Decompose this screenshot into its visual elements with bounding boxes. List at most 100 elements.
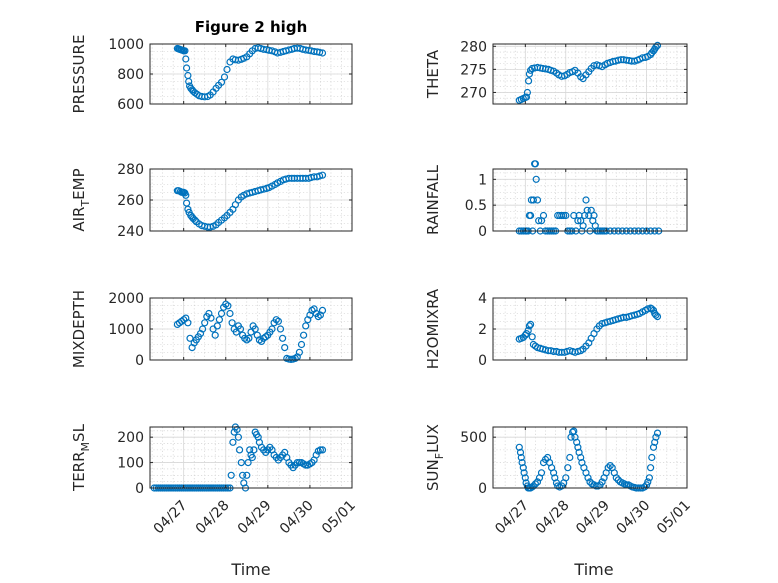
data-point xyxy=(640,483,649,491)
data-point xyxy=(521,474,529,482)
data-point xyxy=(312,451,320,459)
data-point xyxy=(245,334,253,342)
data-point xyxy=(184,71,192,80)
subplot-theta: 270 275 280 THETA xyxy=(424,39,688,105)
data-point xyxy=(237,459,245,467)
data-point xyxy=(191,216,199,224)
y-tick-label: 4 xyxy=(478,291,487,307)
data-point xyxy=(541,346,550,354)
data-point xyxy=(652,311,660,319)
data-point xyxy=(562,474,570,482)
data-point xyxy=(531,160,540,168)
data-point xyxy=(316,446,324,454)
data-point xyxy=(653,429,662,437)
data-point xyxy=(302,461,310,469)
data-point xyxy=(558,348,566,356)
data-point xyxy=(590,211,598,220)
y-tick-label: 240 xyxy=(117,224,144,240)
data-point xyxy=(535,217,543,225)
data-point xyxy=(243,471,251,479)
series-mixdepth xyxy=(173,300,327,363)
y-tick-label: 2000 xyxy=(108,291,144,307)
x-tick-label: 04/29 xyxy=(573,498,613,538)
data-point xyxy=(517,453,525,462)
data-point xyxy=(254,433,262,441)
data-point xyxy=(318,446,327,454)
data-point xyxy=(274,317,282,325)
data-point xyxy=(533,196,542,204)
grid-airtemp xyxy=(150,169,352,231)
y-axis-label: AIRTEMP xyxy=(70,168,92,231)
subplot-pressure: 600 800 1000 PRESSURE Figure 2 high xyxy=(70,18,353,113)
data-point xyxy=(247,328,255,336)
data-point xyxy=(579,222,587,230)
data-point xyxy=(182,55,190,63)
data-point xyxy=(285,174,293,182)
data-point xyxy=(582,196,590,204)
y-axis-label: H2OMIXRA xyxy=(424,288,442,369)
data-point xyxy=(276,325,285,333)
data-point xyxy=(622,56,631,64)
data-point xyxy=(207,314,215,322)
x-tick-label: 04/27 xyxy=(492,498,532,538)
data-point xyxy=(318,171,327,179)
data-point xyxy=(302,322,310,330)
data-point xyxy=(549,347,558,356)
data-point xyxy=(244,459,252,467)
data-point xyxy=(592,482,600,490)
x-axis-label-left: Time xyxy=(230,560,270,579)
data-point xyxy=(224,302,232,310)
data-point xyxy=(318,306,327,314)
y-tick-label: 280 xyxy=(117,162,144,178)
data-point xyxy=(645,474,654,482)
subplot-mixdepth: 0 1000 2000 MIXDEPTH xyxy=(70,290,353,369)
y-tick-label: 500 xyxy=(460,430,487,446)
data-point xyxy=(227,471,235,479)
y-tick-label: 200 xyxy=(117,430,144,446)
data-point xyxy=(515,443,523,451)
data-point xyxy=(185,77,193,86)
data-point xyxy=(522,93,531,101)
axes-box xyxy=(492,43,688,105)
data-point xyxy=(648,453,656,462)
y-axis-label: RAINFALL xyxy=(424,164,442,235)
data-point xyxy=(566,453,574,462)
y-tick-label: 0 xyxy=(135,481,144,497)
data-point xyxy=(279,334,287,342)
data-point xyxy=(558,211,566,220)
data-point xyxy=(577,453,585,462)
x-tick-label: 04/27 xyxy=(151,498,191,538)
data-point xyxy=(295,348,303,356)
data-point xyxy=(532,175,540,183)
data-point xyxy=(199,325,207,333)
y-axis-label: SUNFLUX xyxy=(424,424,446,491)
series-rainfall xyxy=(515,160,663,235)
data-point xyxy=(316,172,324,180)
data-point xyxy=(652,433,660,441)
axes-box xyxy=(492,168,688,232)
data-point xyxy=(250,446,258,454)
data-point xyxy=(604,464,612,472)
data-point xyxy=(181,47,189,55)
data-point xyxy=(248,453,256,462)
y-axis-label: MIXDEPTH xyxy=(70,290,88,368)
data-point xyxy=(612,474,620,482)
y-tick-label: 0 xyxy=(478,353,487,369)
x-tick-label: 04/29 xyxy=(235,498,275,538)
y-tick-label: 800 xyxy=(117,67,144,83)
y-axis-label: TERRMSL xyxy=(70,423,92,492)
data-point xyxy=(570,211,578,220)
data-point xyxy=(516,448,525,456)
y-tick-label: 0 xyxy=(135,353,144,369)
grid-h2omixra xyxy=(493,298,687,360)
data-point xyxy=(215,316,223,324)
data-point xyxy=(653,41,662,50)
data-point xyxy=(649,443,658,451)
data-point xyxy=(646,464,655,472)
y-tick-label: 260 xyxy=(117,193,144,209)
x-tick-label: 04/30 xyxy=(614,498,654,538)
data-point xyxy=(533,478,542,486)
data-point xyxy=(211,331,219,339)
data-point xyxy=(268,325,276,333)
grid-sunflux xyxy=(493,427,687,488)
